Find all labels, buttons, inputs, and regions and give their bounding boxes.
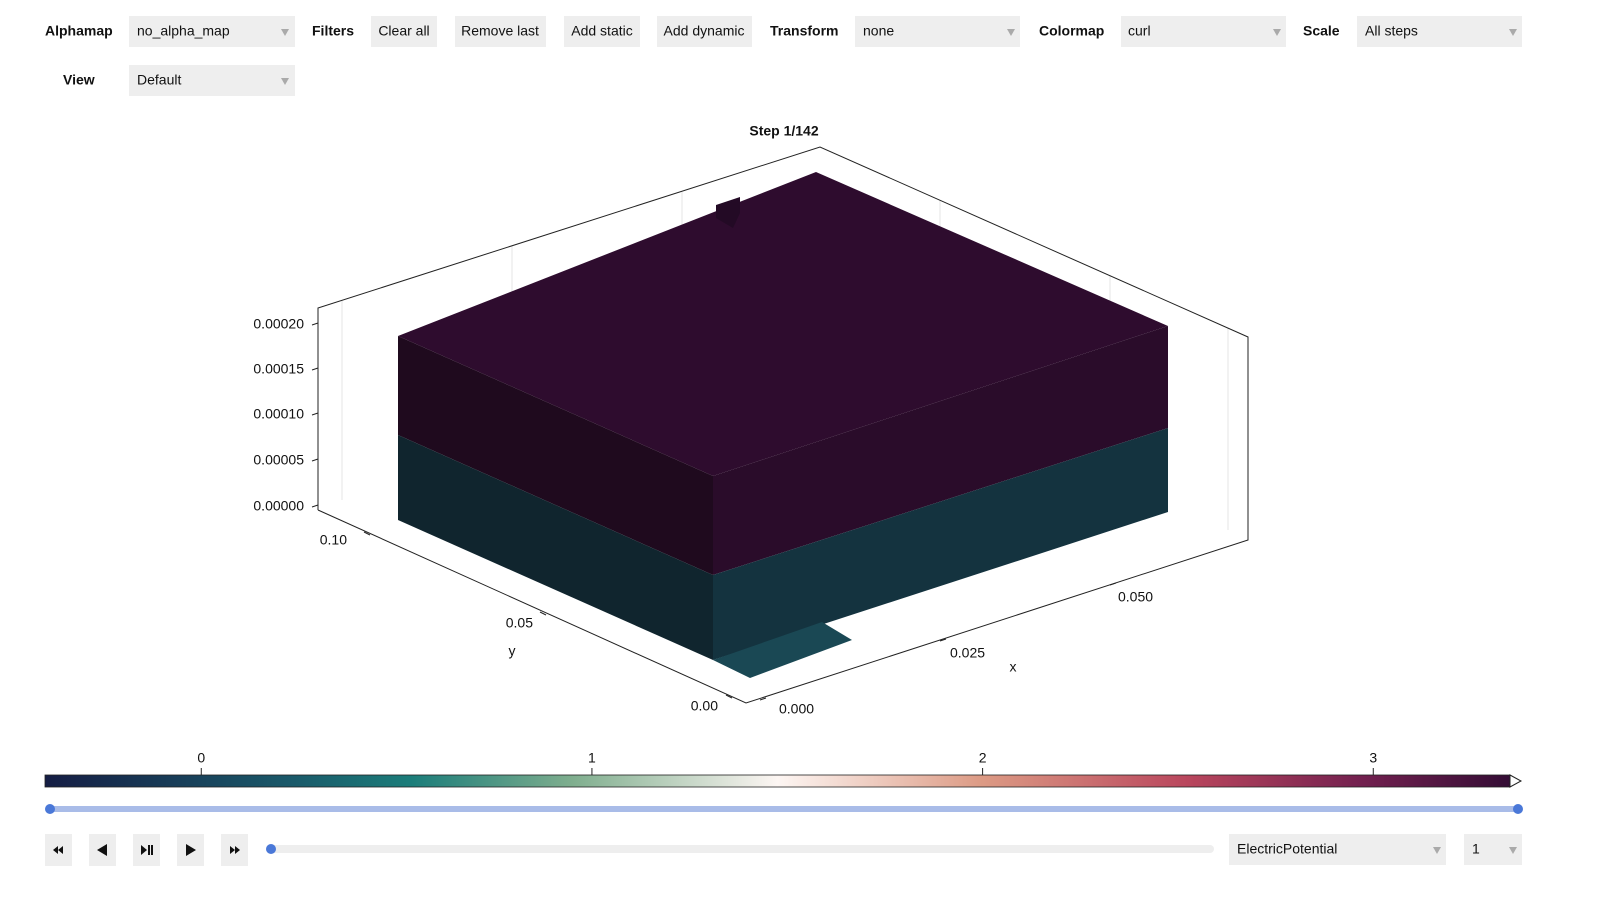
playback-buttons xyxy=(45,834,248,866)
dropdown-arrow xyxy=(1509,29,1517,36)
y-axis-label: y xyxy=(509,643,516,659)
y-tick-label: 0.10 xyxy=(320,532,347,548)
slider-handle[interactable] xyxy=(45,804,55,814)
variable-select[interactable] xyxy=(1229,834,1446,865)
filters-label: Filters xyxy=(312,23,354,39)
dropdown-arrow xyxy=(281,29,289,36)
transform-value[interactable]: none xyxy=(863,23,894,39)
z-tick-label: 0.00020 xyxy=(253,316,304,332)
colorbar-tick-label: 1 xyxy=(588,750,596,766)
colormap-select[interactable] xyxy=(1121,16,1286,47)
x-axis-label: x xyxy=(1010,659,1017,675)
dropdown-arrow xyxy=(1273,29,1281,36)
z-tick-label: 0.00000 xyxy=(253,498,304,514)
alphamap-value[interactable]: no_alpha_map xyxy=(137,23,230,39)
axis-ticks xyxy=(311,322,1117,701)
remove-last[interactable]: Remove last xyxy=(461,23,539,39)
colormap-value[interactable]: curl xyxy=(1128,23,1151,39)
view-value[interactable]: Default xyxy=(137,72,181,88)
slider-handle[interactable] xyxy=(266,844,276,854)
colorbar-tick-label: 0 xyxy=(197,750,205,766)
z-tick-label: 0.00010 xyxy=(253,406,304,422)
colorbar-tick-label: 2 xyxy=(979,750,987,766)
index-value[interactable]: 1 xyxy=(1472,841,1480,857)
transform-label: Transform xyxy=(770,23,838,39)
clear-all[interactable]: Clear all xyxy=(378,23,429,39)
y-tick-label: 0.00 xyxy=(691,698,718,714)
colorbar: 0 1 2 3 xyxy=(44,750,1523,788)
alphamap-select[interactable] xyxy=(129,16,295,47)
x-tick-label: 0.025 xyxy=(950,645,985,661)
scale-label: Scale xyxy=(1303,23,1340,39)
z-tick-label: 0.00015 xyxy=(253,361,304,377)
mesh xyxy=(398,172,1168,678)
view-select[interactable] xyxy=(129,65,295,96)
alphamap-label: Alphamap xyxy=(45,23,113,39)
button[interactable] xyxy=(657,16,752,47)
colorbar-tick-label: 3 xyxy=(1369,750,1377,766)
x-tick-label: 0.050 xyxy=(1118,589,1153,605)
colormap-label: Colormap xyxy=(1039,23,1104,39)
slider-handle[interactable] xyxy=(1513,804,1523,814)
dropdown-arrow xyxy=(1433,847,1441,854)
add-static[interactable]: Add static xyxy=(571,23,632,39)
button[interactable] xyxy=(564,16,640,47)
button[interactable] xyxy=(455,16,546,47)
y-tick-label: 0.05 xyxy=(506,615,533,631)
plot-title: Step 1/142 xyxy=(749,123,818,139)
add-dynamic[interactable]: Add dynamic xyxy=(664,23,745,39)
dropdown-arrow xyxy=(1509,847,1517,854)
transform-select[interactable] xyxy=(855,16,1020,47)
dropdown-arrows xyxy=(281,29,1517,854)
variable-value[interactable]: ElectricPotential xyxy=(1237,841,1337,857)
dropdown-arrow xyxy=(1007,29,1015,36)
button[interactable] xyxy=(371,16,437,47)
x-tick-label: 0.000 xyxy=(779,701,814,717)
scale-select[interactable] xyxy=(1357,16,1522,47)
scale-value[interactable]: All steps xyxy=(1365,23,1418,39)
z-tick-label: 0.00005 xyxy=(253,452,304,468)
view-label: View xyxy=(63,72,95,88)
dropdown-arrow xyxy=(281,78,289,85)
